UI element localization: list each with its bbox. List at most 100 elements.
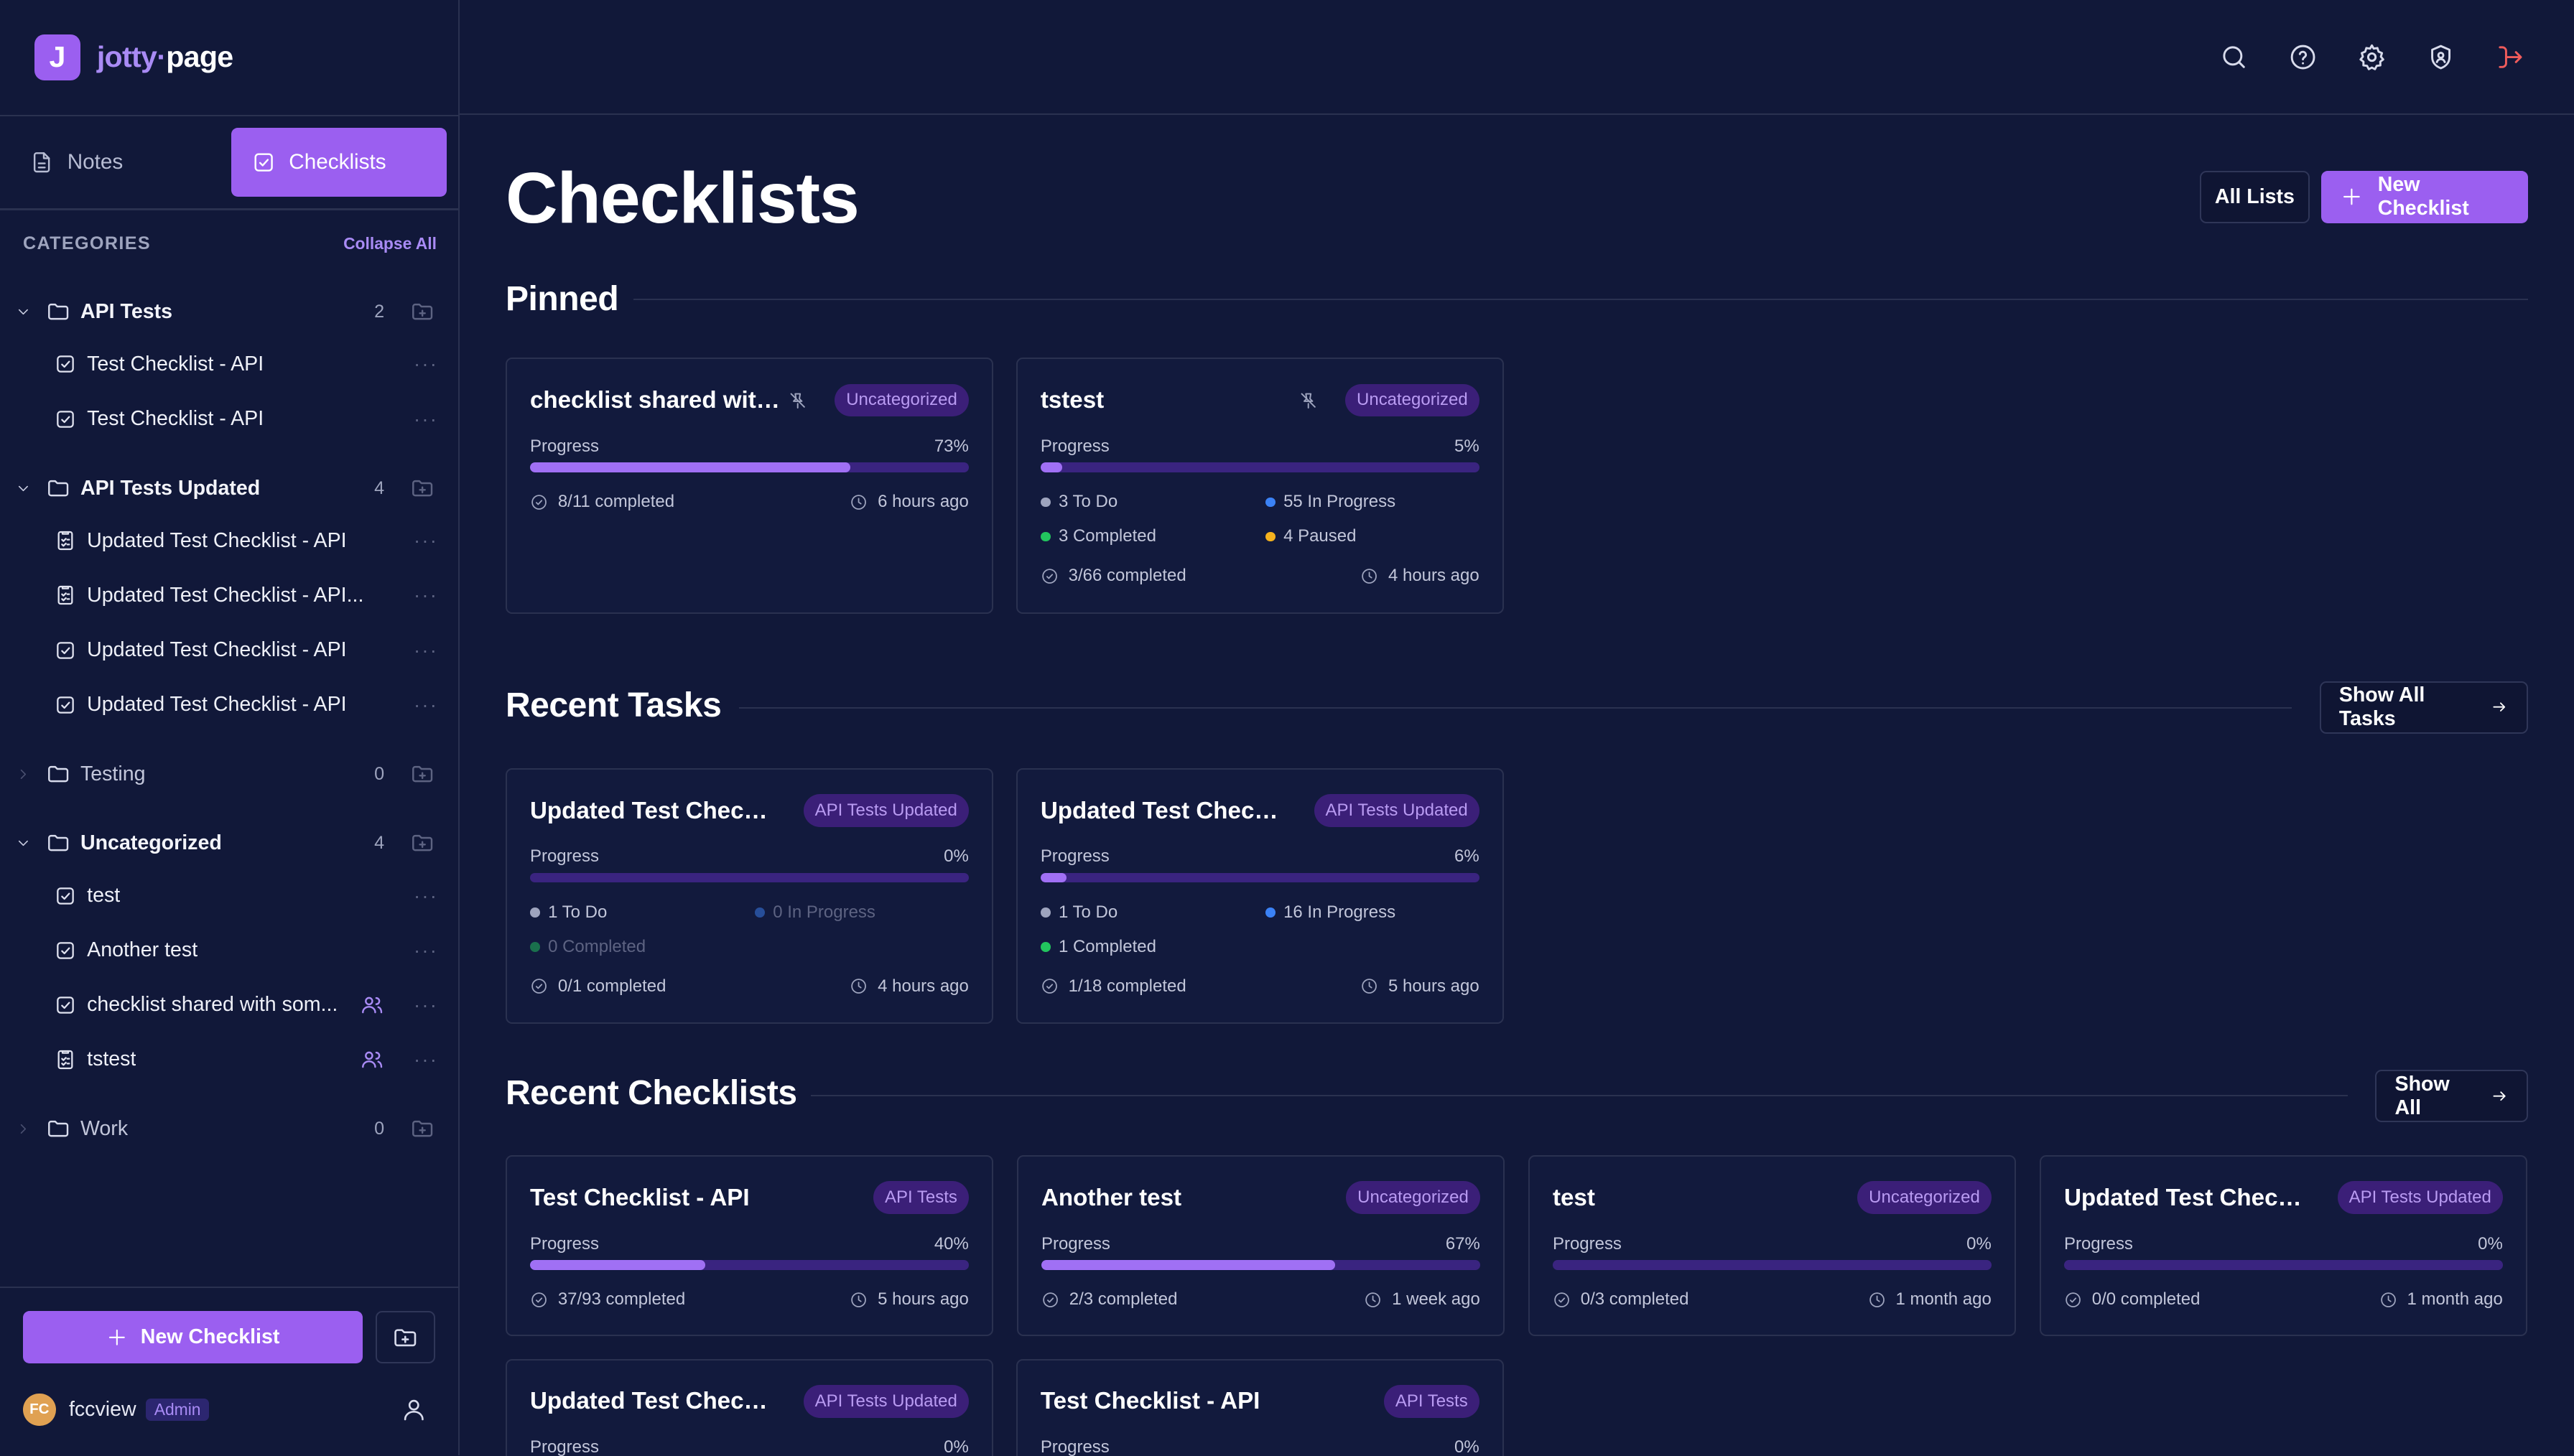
unpin-icon[interactable] <box>1298 391 1318 410</box>
sidebar-item[interactable]: Test Checklist - API ··· <box>0 340 460 389</box>
shield-user-icon[interactable] <box>2426 42 2455 72</box>
add-to-category-icon <box>412 1121 433 1137</box>
progress-bar <box>1041 1260 1480 1270</box>
sidebar-item[interactable]: tstest ··· <box>0 1035 460 1085</box>
card-title: Updated Test Check... <box>2063 1184 2310 1211</box>
checklist-card[interactable]: Updated Test Check... API Tests Updated Pr… <box>505 1358 993 1456</box>
gear-icon[interactable] <box>2357 42 2387 72</box>
checklist-card[interactable]: Updated Test Check... API Tests Updated Pr… <box>505 767 993 1025</box>
sidebar-item[interactable]: Test Checklist - API ··· <box>0 394 460 444</box>
checklist-card[interactable]: checklist shared with ... Uncategorized Pr… <box>505 358 993 614</box>
new-checklist-button[interactable]: New Checklist <box>2320 170 2528 223</box>
section-divider <box>633 298 2528 301</box>
sidebar-category[interactable]: API Tests Updated 4 <box>0 464 460 513</box>
more-options-icon[interactable]: ··· <box>413 993 439 1016</box>
section-divider <box>738 707 2292 709</box>
stat-in-progress: 0 In Progress <box>755 902 875 923</box>
sidebar-item[interactable]: Updated Test Checklist - API... ··· <box>0 571 460 620</box>
more-options-icon[interactable]: ··· <box>413 529 439 552</box>
progress-percent: 0% <box>2478 1233 2503 1254</box>
collapse-all-button[interactable]: Collapse All <box>343 233 437 253</box>
clock-icon <box>851 979 867 994</box>
sidebar-item-label: checklist shared with som... <box>87 993 338 1017</box>
progress-label: Progress <box>1552 1233 1622 1254</box>
progress-label: Progress <box>529 846 599 867</box>
status-dot <box>1040 497 1051 508</box>
all-lists-button[interactable]: All Lists <box>2199 170 2310 223</box>
more-options-icon[interactable]: ··· <box>413 693 439 716</box>
more-options-icon[interactable]: ··· <box>413 584 439 607</box>
status-dot <box>529 907 540 918</box>
check-square-icon <box>57 355 75 373</box>
card-footer: 37/93 completed 5 hours ago <box>530 1289 969 1310</box>
category-count: 2 <box>374 301 385 322</box>
sidebar-item[interactable]: test ··· <box>0 871 460 920</box>
card-title: Updated Test Check... <box>529 1388 776 1415</box>
status-dot <box>1040 531 1051 542</box>
sidebar-item[interactable]: Updated Test Checklist - API ··· <box>0 680 460 729</box>
checklist-card[interactable]: Another test Uncategorized Progress 67% 2/3… <box>1016 1155 1505 1336</box>
sidebar-new-checklist-button[interactable]: New Checklist <box>22 1311 363 1364</box>
checklist-card[interactable]: Test Checklist - API API Tests Progress 0% <box>1016 1358 1504 1456</box>
logout-icon[interactable] <box>2495 42 2524 72</box>
updated-time: 1 month ago <box>1868 1289 1992 1310</box>
more-options-icon[interactable]: ··· <box>413 353 439 375</box>
sidebar-category[interactable]: Work 0 <box>0 1104 460 1154</box>
folder-icon <box>48 1121 69 1137</box>
updated-time: 4 hours ago <box>1360 566 1479 586</box>
checklist-card[interactable]: Updated Test Check... API Tests Updated Pr… <box>2039 1155 2527 1336</box>
user-icon[interactable] <box>401 1396 427 1423</box>
category-badge: Uncategorized <box>835 383 969 417</box>
chevron-right-icon <box>20 769 26 779</box>
user-profile[interactable]: FC fccview Admin <box>22 1391 437 1427</box>
tab-checklists[interactable]: Checklists <box>231 128 447 197</box>
sidebar-category[interactable]: API Tests 2 <box>0 287 460 337</box>
more-options-icon[interactable]: ··· <box>413 884 439 907</box>
sidebar-item-label: Updated Test Checklist - API <box>87 693 347 717</box>
section-title-recent-checklists: Recent Checklists <box>505 1073 797 1112</box>
sidebar-item[interactable]: checklist shared with som... ··· <box>0 980 460 1030</box>
more-options-icon[interactable]: ··· <box>413 638 439 661</box>
checklist-card[interactable]: Updated Test Check... API Tests Updated Pr… <box>1016 767 1504 1025</box>
help-icon[interactable] <box>2288 42 2318 72</box>
more-options-icon[interactable]: ··· <box>413 938 439 961</box>
checklist-card[interactable]: Test Checklist - API API Tests Progress 40%… <box>505 1155 993 1336</box>
section-divider <box>811 1094 2348 1096</box>
sidebar-item[interactable]: Updated Test Checklist - API ··· <box>0 516 460 566</box>
check-circle-icon <box>1042 979 1057 994</box>
checklist-card[interactable]: test Uncategorized Progress 0% 0/3 complete… <box>1528 1155 2016 1336</box>
more-options-icon[interactable]: ··· <box>413 1047 439 1070</box>
completed-count-label: 2/3 completed <box>1069 1289 1178 1310</box>
section-title-recent-tasks: Recent Tasks <box>505 686 722 725</box>
more-options-icon[interactable]: ··· <box>413 407 439 430</box>
progress-label: Progress <box>1040 1437 1110 1456</box>
sidebar-category[interactable]: Testing 0 <box>0 750 460 799</box>
show-all-tasks-label: Show All Tasks <box>2338 683 2425 731</box>
sidebar-item-label: Updated Test Checklist - API... <box>87 583 364 607</box>
folder-icon <box>48 835 69 851</box>
unpin-icon[interactable] <box>788 391 807 410</box>
completed-count-label: 8/11 completed <box>557 492 675 512</box>
search-icon[interactable] <box>2219 42 2249 72</box>
category-badge: API Tests Updated <box>1314 793 1479 827</box>
sidebar-item[interactable]: Updated Test Checklist - API ··· <box>0 625 460 675</box>
updated-time-label: 5 hours ago <box>1388 976 1479 996</box>
status-dot <box>529 941 540 952</box>
card-title: test <box>1552 1184 1595 1211</box>
completed-count: 8/11 completed <box>530 492 674 512</box>
app-logo[interactable]: J jotty·page <box>34 34 233 80</box>
sidebar-category[interactable]: Uncategorized 4 <box>0 818 460 868</box>
chevron-down-icon <box>18 840 28 846</box>
tab-notes[interactable]: Notes <box>23 128 220 197</box>
clock-icon <box>2380 1292 2396 1307</box>
category-count: 0 <box>374 1119 385 1139</box>
progress-fill <box>1040 872 1067 883</box>
sidebar-item[interactable]: Another test ··· <box>0 925 460 975</box>
show-all-button[interactable]: Show All <box>2375 1070 2528 1123</box>
show-all-tasks-button[interactable]: Show All Tasks <box>2319 681 2528 734</box>
divider <box>0 114 460 117</box>
checklist-card[interactable]: tstest Uncategorized Progress 5% 3 To Do 55 I… <box>1016 358 1504 614</box>
folder-plus-icon <box>394 1328 417 1346</box>
card-footer: 3/66 completed 4 hours ago <box>1041 566 1479 586</box>
new-category-button[interactable] <box>376 1311 435 1364</box>
